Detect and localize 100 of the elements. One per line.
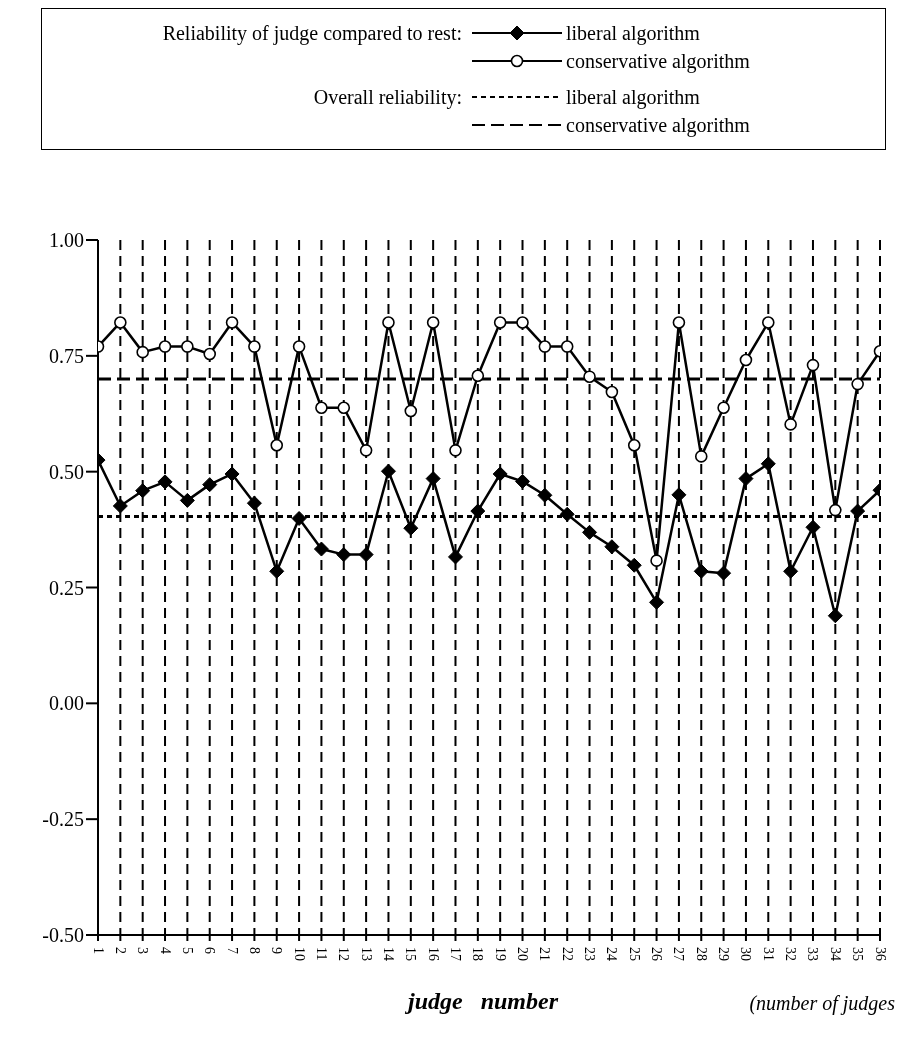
x-tick-label: 12 — [336, 947, 352, 961]
x-tick-label: 8 — [246, 947, 262, 954]
legend-label: liberal algorithm — [565, 21, 700, 45]
x-tick-label: 4 — [157, 947, 173, 954]
point — [336, 547, 352, 563]
x-tick-label: 31 — [760, 947, 776, 961]
x-tick-label: 3 — [135, 947, 151, 954]
point — [202, 477, 218, 493]
x-tick-label: 26 — [649, 947, 665, 961]
point — [537, 487, 553, 503]
point — [605, 385, 619, 399]
x-tick-label: 16 — [425, 947, 441, 961]
x-tick-label: 23 — [582, 947, 598, 961]
point — [716, 565, 732, 581]
y-tick-label: 0.25 — [49, 576, 84, 599]
point — [738, 471, 754, 487]
point — [359, 444, 373, 457]
point — [783, 563, 799, 579]
point — [850, 503, 866, 519]
x-tick-label: 2 — [112, 947, 128, 954]
y-tick-label: 0.50 — [49, 460, 84, 483]
point — [315, 401, 328, 415]
x-tick-label: 33 — [805, 947, 821, 961]
x-tick-label: 18 — [470, 947, 486, 961]
point — [114, 316, 127, 329]
y-tick-label: 0.75 — [49, 344, 84, 367]
point — [717, 401, 730, 415]
legend-label: liberal algorithm — [565, 85, 700, 109]
point — [560, 340, 574, 353]
point — [179, 492, 195, 508]
point — [382, 316, 395, 329]
point — [158, 340, 172, 353]
x-tick-label: 10 — [291, 947, 307, 961]
point — [806, 358, 820, 372]
point — [291, 510, 307, 526]
x-tick-label: 28 — [693, 947, 709, 961]
x-tick-label: 20 — [515, 947, 531, 961]
point — [404, 404, 418, 418]
point — [538, 340, 552, 353]
point — [515, 473, 531, 489]
point — [626, 557, 642, 573]
point — [248, 340, 261, 353]
legend-title: Reliability of judge compared to rest: — [161, 21, 463, 45]
point — [559, 506, 575, 522]
x-tick-label: 9 — [269, 947, 285, 954]
point — [471, 369, 485, 383]
x-tick-label: 27 — [671, 947, 687, 961]
point — [672, 316, 686, 329]
point — [426, 316, 440, 329]
x-tick-label: 34 — [827, 947, 843, 961]
point — [650, 554, 663, 567]
point — [112, 498, 128, 514]
point — [224, 466, 240, 482]
point — [516, 316, 529, 329]
legend-label: conservative algorithm — [565, 113, 750, 137]
y-tick-label: -0.50 — [42, 924, 84, 947]
point — [671, 487, 687, 503]
x-tick-label: 11 — [313, 947, 329, 961]
point — [403, 520, 419, 536]
x-tick-label: 1 — [90, 947, 106, 954]
x-tick-label: 14 — [380, 947, 396, 961]
x-tick-label: 21 — [537, 947, 553, 961]
x-tick-label: 32 — [783, 947, 799, 961]
point — [760, 456, 776, 472]
point — [739, 353, 753, 367]
point — [694, 450, 708, 463]
point — [604, 539, 620, 555]
point — [449, 444, 462, 457]
x-tick-label: 6 — [202, 947, 218, 954]
point — [627, 438, 641, 452]
x-tick-label: 7 — [224, 947, 240, 954]
point — [492, 466, 508, 482]
x-tick-label: 24 — [604, 947, 620, 961]
point — [851, 377, 864, 391]
point — [181, 340, 194, 353]
point — [827, 608, 843, 624]
point — [784, 418, 797, 431]
point — [425, 471, 441, 487]
text: Overall reliability: — [312, 85, 463, 109]
x-tick-label: 15 — [403, 947, 419, 961]
point — [829, 503, 842, 517]
point — [225, 316, 239, 329]
point — [583, 370, 596, 383]
legend-label: conservative algorithm — [565, 49, 750, 73]
point — [246, 495, 262, 511]
point — [136, 345, 149, 359]
point — [292, 340, 306, 353]
point — [313, 541, 329, 557]
point — [269, 563, 285, 579]
x-tick-label: 25 — [626, 947, 642, 961]
point — [270, 438, 284, 452]
x-tick-label: 19 — [492, 947, 508, 961]
point — [493, 316, 507, 329]
point — [693, 563, 709, 579]
point — [358, 547, 374, 563]
x-tick-label: 17 — [447, 947, 463, 961]
x-tick-label: 22 — [559, 947, 575, 961]
point — [805, 519, 821, 535]
x-tick-label: 35 — [850, 947, 866, 961]
point — [203, 347, 217, 361]
